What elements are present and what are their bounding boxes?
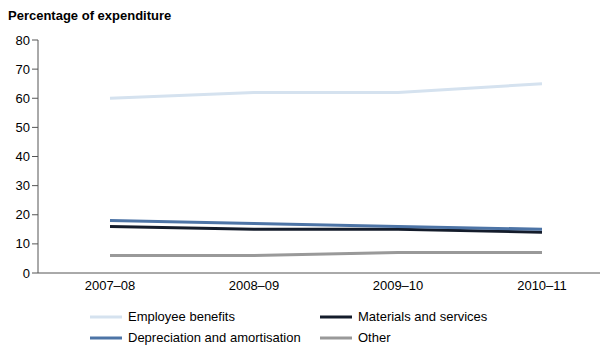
html-text:Employee benefits: Employee benefits: [128, 309, 235, 324]
html-text:Materials and services: Materials and services: [358, 309, 488, 324]
svg-text:40: 40: [16, 149, 30, 164]
svg-text:60: 60: [16, 91, 30, 106]
svg-text:2008–09: 2008–09: [229, 278, 280, 293]
svg-text:50: 50: [16, 120, 30, 135]
svg-text:70: 70: [16, 62, 30, 77]
svg-text:20: 20: [16, 207, 30, 222]
svg-text:2007–08: 2007–08: [85, 278, 136, 293]
svg-text:30: 30: [16, 178, 30, 193]
html-text:Other: Other: [358, 330, 391, 345]
svg-text:2009–10: 2009–10: [373, 278, 424, 293]
svg-text:80: 80: [16, 33, 30, 48]
svg-text:0: 0: [23, 266, 30, 281]
svg-text:10: 10: [16, 236, 30, 251]
html-text:Depreciation and amortisation: Depreciation and amortisation: [128, 330, 301, 345]
svg-text:2010–11: 2010–11: [517, 278, 567, 293]
html-text:Percentage of expenditure: Percentage of expenditure: [8, 8, 172, 23]
